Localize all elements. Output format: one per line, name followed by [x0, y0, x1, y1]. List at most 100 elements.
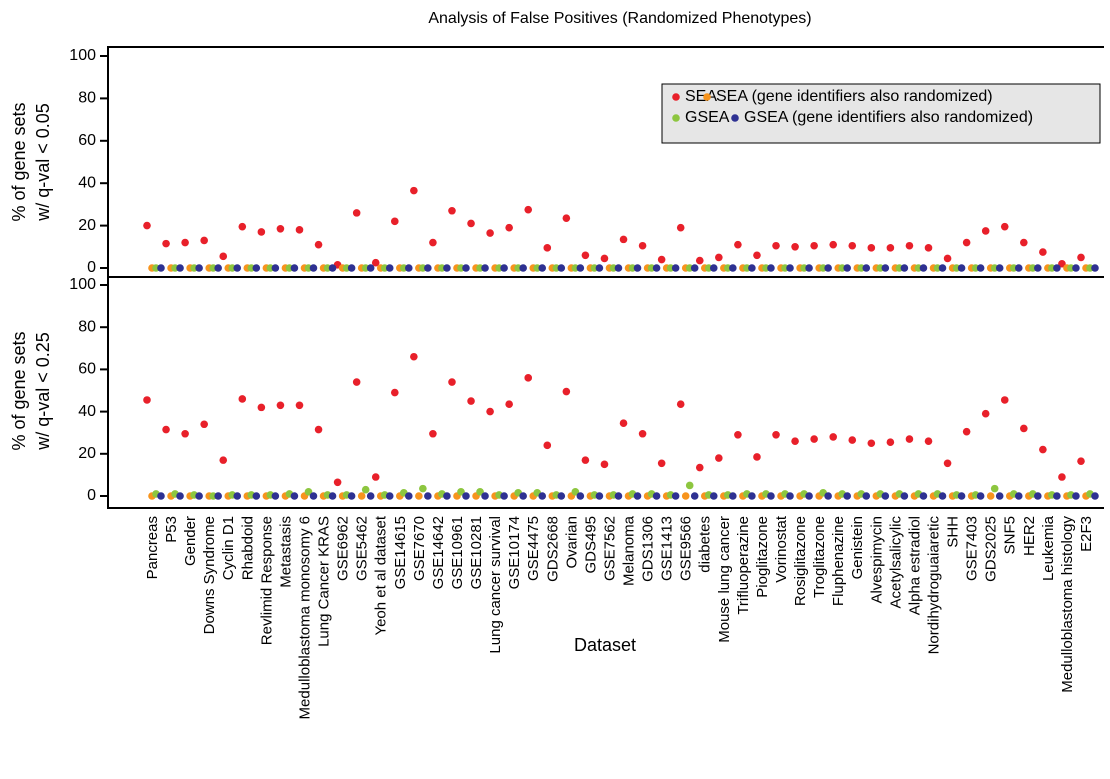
- dot: [347, 264, 356, 272]
- dot: [467, 219, 475, 228]
- x-tick-label: Downs Syndrome: [201, 516, 218, 634]
- dot: [1034, 492, 1042, 500]
- dot: [843, 264, 852, 272]
- x-tick-label: Lung Cancer KRAS: [316, 516, 333, 647]
- y-tick-label: 0: [87, 259, 96, 276]
- dot: [1072, 264, 1080, 272]
- dot: [995, 264, 1004, 272]
- y-tick-label: 100: [69, 276, 96, 293]
- dot: [614, 264, 623, 272]
- dot: [181, 429, 189, 438]
- dot: [390, 388, 399, 397]
- dot: [328, 492, 337, 500]
- dot: [476, 487, 484, 496]
- dot: [276, 224, 285, 233]
- x-tick-label: Rosiglitazone: [792, 516, 809, 606]
- dot: [252, 492, 261, 500]
- dot: [390, 217, 399, 226]
- dot: [271, 264, 280, 272]
- x-tick-label: GSE10281: [468, 516, 485, 589]
- dot: [481, 492, 489, 500]
- dot: [424, 264, 432, 272]
- y-tick-label: 80: [78, 318, 96, 335]
- dot: [772, 241, 780, 250]
- dot: [538, 492, 547, 500]
- dot: [581, 251, 590, 260]
- dot: [748, 492, 756, 500]
- dot: [619, 235, 628, 244]
- dot: [981, 409, 990, 418]
- dot: [734, 240, 742, 249]
- x-tick-label: GSE7562: [601, 516, 618, 581]
- dot: [881, 492, 890, 500]
- dot: [366, 264, 375, 272]
- dot: [257, 228, 266, 236]
- legend-swatch: [672, 114, 680, 122]
- dot: [404, 264, 413, 272]
- dot: [443, 492, 451, 500]
- dot: [295, 401, 304, 410]
- dot: [957, 492, 966, 500]
- y-axis-label-line: % of gene sets: [9, 102, 29, 221]
- dot: [385, 492, 394, 500]
- x-tick-label: GDS2668: [544, 516, 561, 582]
- dot: [619, 419, 628, 428]
- dot: [157, 264, 165, 272]
- x-tick-label: Troglitazone: [811, 516, 828, 598]
- x-tick-label: GSE6962: [335, 516, 352, 581]
- dot: [143, 221, 151, 230]
- dot: [467, 397, 475, 405]
- dot: [557, 492, 566, 500]
- dot: [695, 463, 704, 472]
- dot: [886, 244, 895, 252]
- dot: [1058, 473, 1066, 481]
- dot: [143, 396, 151, 404]
- x-tick-label: Genistein: [849, 516, 866, 579]
- x-tick-label: Alpha estradiol: [906, 516, 923, 615]
- dot: [500, 264, 508, 272]
- dot: [162, 239, 170, 248]
- dot: [1034, 264, 1042, 272]
- dot: [709, 264, 718, 272]
- dot: [304, 487, 313, 496]
- x-tick-label: GSE1413: [659, 516, 676, 581]
- dot: [600, 254, 609, 263]
- dot: [1053, 264, 1061, 272]
- dot: [1077, 253, 1085, 262]
- dot: [943, 459, 952, 468]
- y-tick-label: 80: [78, 90, 96, 107]
- dot: [734, 431, 742, 439]
- x-tick-label: Leukemia: [1040, 515, 1057, 581]
- dot: [1020, 238, 1028, 247]
- dot: [371, 258, 380, 267]
- legend-box: [661, 83, 1101, 144]
- dot: [1091, 264, 1099, 272]
- x-tick-label: Melanoma: [620, 515, 637, 586]
- dot: [200, 420, 208, 429]
- dot: [424, 492, 432, 500]
- chart-title: Analysis of False Positives (Randomized …: [428, 10, 811, 27]
- x-tick-label: Yeoh et al dataset: [373, 515, 390, 635]
- dot: [410, 352, 418, 361]
- x-tick-label: Metastasis: [277, 516, 294, 588]
- dot: [829, 240, 838, 249]
- x-tick-label: GSE10961: [449, 516, 466, 589]
- dot: [500, 492, 508, 500]
- x-tick-label: GSE14642: [430, 516, 447, 589]
- dot: [685, 481, 694, 490]
- dot: [219, 456, 228, 464]
- dot: [233, 264, 242, 272]
- dot: [843, 492, 852, 500]
- y-tick-label: 60: [78, 132, 96, 149]
- dot: [181, 238, 189, 247]
- dot: [671, 492, 680, 500]
- dot: [786, 492, 794, 500]
- x-tick-label: Revlimid Response: [258, 516, 275, 645]
- dot: [385, 264, 394, 272]
- x-tick-label: Pioglitazone: [754, 516, 771, 598]
- dot: [848, 241, 857, 250]
- x-axis-label: Dataset: [574, 635, 636, 655]
- legend-swatch: [731, 114, 739, 122]
- dot: [905, 435, 914, 443]
- dot: [753, 453, 761, 461]
